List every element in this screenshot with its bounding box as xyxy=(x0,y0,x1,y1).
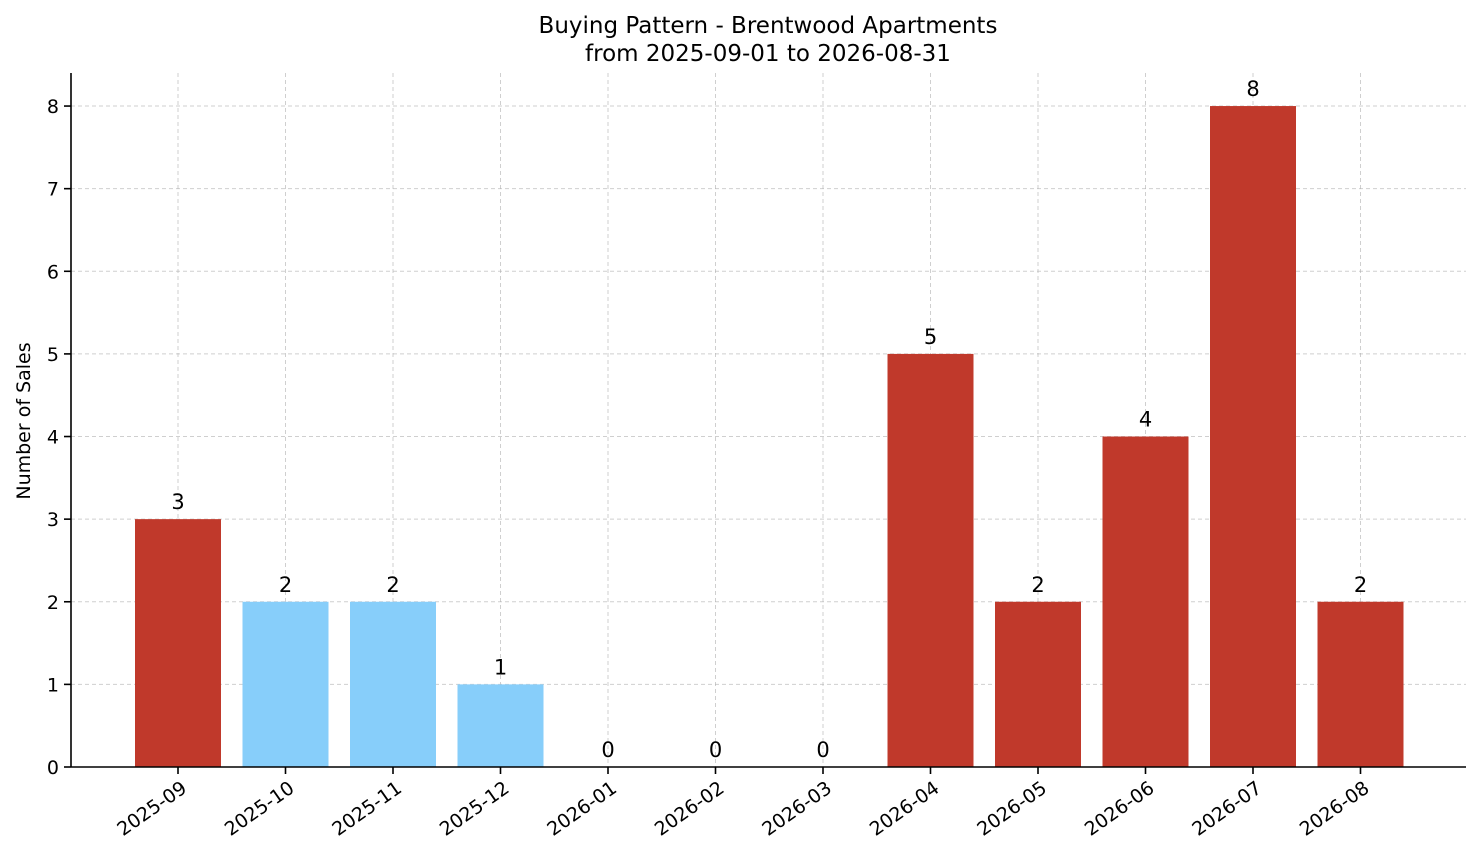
data-label-2026-02: 0 xyxy=(709,738,722,762)
bar-2026-05 xyxy=(995,601,1081,767)
x-tick-label: 2026-04 xyxy=(866,777,944,841)
data-label-2026-04: 5 xyxy=(924,325,937,349)
y-tick-label: 2 xyxy=(47,592,59,614)
x-tick-label: 2026-06 xyxy=(1081,777,1159,841)
x-tick-label: 2026-07 xyxy=(1188,777,1266,841)
x-tick-label: 2025-12 xyxy=(436,777,514,841)
data-label-2026-03: 0 xyxy=(816,738,829,762)
x-tick-label: 2026-03 xyxy=(758,777,836,841)
y-tick-label: 6 xyxy=(47,261,59,283)
bar-2026-07 xyxy=(1210,106,1296,768)
data-labels-group: 3 2 2 1 0 0 0 5 2 4 8 2 xyxy=(171,77,1367,762)
y-tick-label: 5 xyxy=(47,344,59,366)
data-label-2025-09: 3 xyxy=(171,490,184,514)
y-tick-label: 4 xyxy=(47,427,59,449)
data-label-2026-01: 0 xyxy=(601,738,614,762)
data-label-2025-12: 1 xyxy=(494,655,507,679)
y-tick-label: 1 xyxy=(47,674,59,696)
y-tick-label: 0 xyxy=(47,757,59,779)
chart-subtitle: from 2025-09-01 to 2026-08-31 xyxy=(585,41,951,67)
x-tick-label: 2026-01 xyxy=(543,777,621,841)
bar-2025-10 xyxy=(242,601,329,767)
bar-2026-08 xyxy=(1317,601,1404,767)
x-tick-label: 2026-02 xyxy=(651,777,729,841)
bar-2025-11 xyxy=(350,601,436,767)
bar-2026-06 xyxy=(1102,436,1189,767)
bar-2025-09 xyxy=(135,519,221,767)
y-axis-label: Number of Sales xyxy=(13,342,35,499)
bar-2026-04 xyxy=(887,353,974,767)
bars-group xyxy=(135,106,1404,768)
data-label-2026-06: 4 xyxy=(1139,408,1152,432)
data-label-2026-08: 2 xyxy=(1354,573,1367,597)
x-tick-label: 2025-10 xyxy=(221,777,299,841)
y-tick-label: 3 xyxy=(47,509,59,531)
bar-2025-12 xyxy=(457,684,544,767)
data-label-2025-10: 2 xyxy=(279,573,292,597)
data-label-2025-11: 2 xyxy=(386,573,399,597)
y-tick-label: 8 xyxy=(47,96,59,118)
data-label-2026-05: 2 xyxy=(1031,573,1044,597)
chart-title: Buying Pattern - Brentwood Apartments xyxy=(539,13,998,39)
data-label-2026-07: 8 xyxy=(1246,77,1259,101)
x-tick-label: 2025-11 xyxy=(328,777,406,841)
y-tick-label: 7 xyxy=(47,179,59,201)
x-tick-label: 2026-05 xyxy=(973,777,1051,841)
x-tick-label: 2025-09 xyxy=(113,777,191,841)
x-tick-label: 2026-08 xyxy=(1296,777,1374,841)
